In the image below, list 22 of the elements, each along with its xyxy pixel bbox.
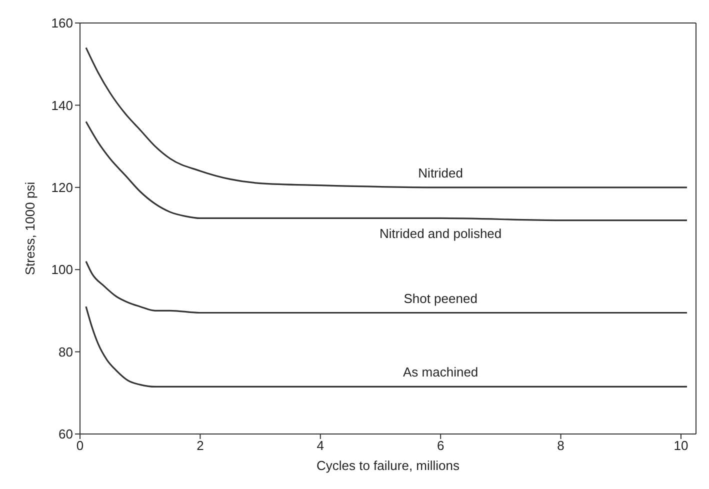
line-series — [85, 120, 688, 222]
x-tick-label: 10 — [674, 438, 688, 454]
y-tick-label: 100 — [51, 262, 73, 278]
x-tick-label: 4 — [316, 438, 324, 454]
series-label: As machined — [403, 364, 478, 380]
y-tick-label: 160 — [51, 16, 73, 31]
y-axis-title: Stress, 1000 psi — [22, 182, 38, 276]
y-tick-label: 80 — [58, 344, 73, 360]
series-label: Nitrided and polished — [380, 226, 502, 242]
y-tick-label: 140 — [51, 98, 73, 113]
series-label: Shot peened — [404, 290, 478, 306]
x-tick-label: 2 — [196, 438, 204, 454]
y-tick-label: 120 — [51, 180, 73, 196]
x-tick-label: 8 — [557, 438, 564, 454]
x-tick-label: 6 — [436, 438, 444, 454]
x-tick-label: 0 — [76, 438, 84, 454]
y-tick-label: 60 — [58, 426, 73, 442]
line-series — [85, 260, 688, 314]
line-series — [85, 306, 688, 388]
line-series — [85, 46, 688, 188]
x-axis-title: Cycles to failure, millions — [316, 458, 460, 473]
series-label: Nitrided — [418, 165, 463, 180]
